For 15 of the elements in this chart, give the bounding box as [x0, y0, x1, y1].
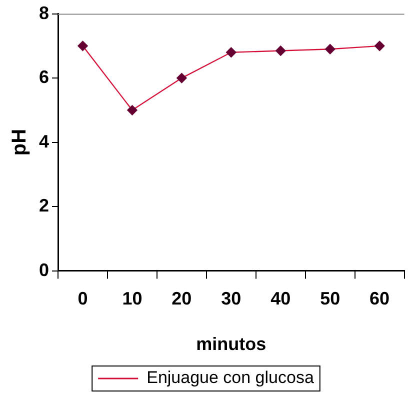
- x-axis-title: minutos: [196, 334, 266, 354]
- x-tick-label: 20: [172, 288, 192, 309]
- x-tick-label: 10: [122, 288, 142, 309]
- y-tick-label: 0: [38, 260, 50, 280]
- x-tick-label: 0: [78, 288, 88, 309]
- y-tick-label: 6: [38, 67, 50, 88]
- x-tick-label: 60: [370, 288, 390, 309]
- legend-label: Enjuague con glucosa: [146, 368, 314, 388]
- y-axis-title: pH: [8, 128, 31, 156]
- x-tick-label: 50: [320, 288, 340, 309]
- y-tick-label: 4: [38, 131, 50, 152]
- y-tick-label: 2: [38, 196, 50, 216]
- x-tick-label: 30: [221, 288, 242, 309]
- y-tick-label: 8: [38, 2, 50, 23]
- x-tick-label: 40: [270, 288, 291, 309]
